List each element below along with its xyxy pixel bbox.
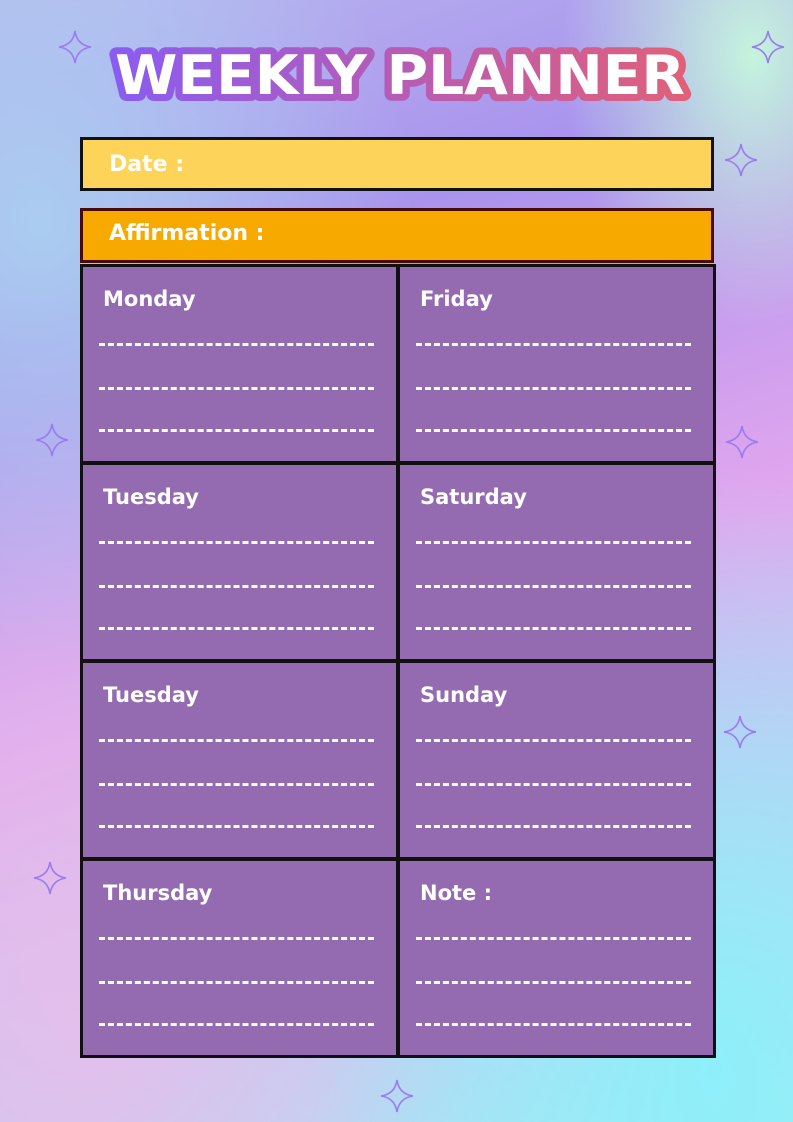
sparkle-icon [33,861,67,895]
writing-line [416,937,691,940]
sparkle-icon [723,715,757,749]
day-section[interactable]: Monday [80,264,399,464]
section-label: Tuesday [103,485,199,509]
writing-line [99,585,374,588]
sparkle-icon [751,30,785,64]
sparkle-icon [380,1079,414,1113]
page-title: WEEKLY PLANNER [108,37,692,114]
writing-line [99,739,374,742]
writing-line [416,1023,691,1026]
writing-line [416,783,691,786]
writing-line [416,981,691,984]
section-label: Thursday [103,881,213,905]
day-section[interactable]: Saturday [397,462,716,662]
section-label: Note : [420,881,492,905]
sparkle-icon [35,423,69,457]
sparkle-icon [725,425,759,459]
writing-line [99,1023,374,1026]
day-section[interactable]: Sunday [397,660,716,860]
writing-line [99,783,374,786]
writing-line [416,343,691,346]
day-section[interactable]: Thursday [80,858,399,1058]
day-section[interactable]: Tuesday [80,660,399,860]
date-field[interactable]: Date : [80,137,714,191]
section-label: Monday [103,287,196,311]
writing-line [99,541,374,544]
writing-line [99,429,374,432]
date-label: Date : [109,152,185,177]
writing-line [99,937,374,940]
section-label: Friday [420,287,493,311]
day-section[interactable]: Tuesday [80,462,399,662]
writing-line [416,825,691,828]
writing-line [99,387,374,390]
affirmation-field[interactable]: Affirmation : [80,208,714,263]
writing-line [416,739,691,742]
section-label: Sunday [420,683,508,707]
writing-line [416,541,691,544]
writing-line [416,627,691,630]
writing-line [416,387,691,390]
writing-line [99,825,374,828]
section-label: Saturday [420,485,527,509]
writing-line [99,627,374,630]
writing-line [416,585,691,588]
title-text: WEEKLY PLANNER [115,44,685,107]
writing-line [416,429,691,432]
writing-line [99,343,374,346]
affirmation-label: Affirmation : [109,221,265,246]
day-section[interactable]: Friday [397,264,716,464]
note-section[interactable]: Note : [397,858,716,1058]
sparkle-icon [58,30,92,64]
section-label: Tuesday [103,683,199,707]
writing-line [99,981,374,984]
sparkle-icon [724,143,758,177]
